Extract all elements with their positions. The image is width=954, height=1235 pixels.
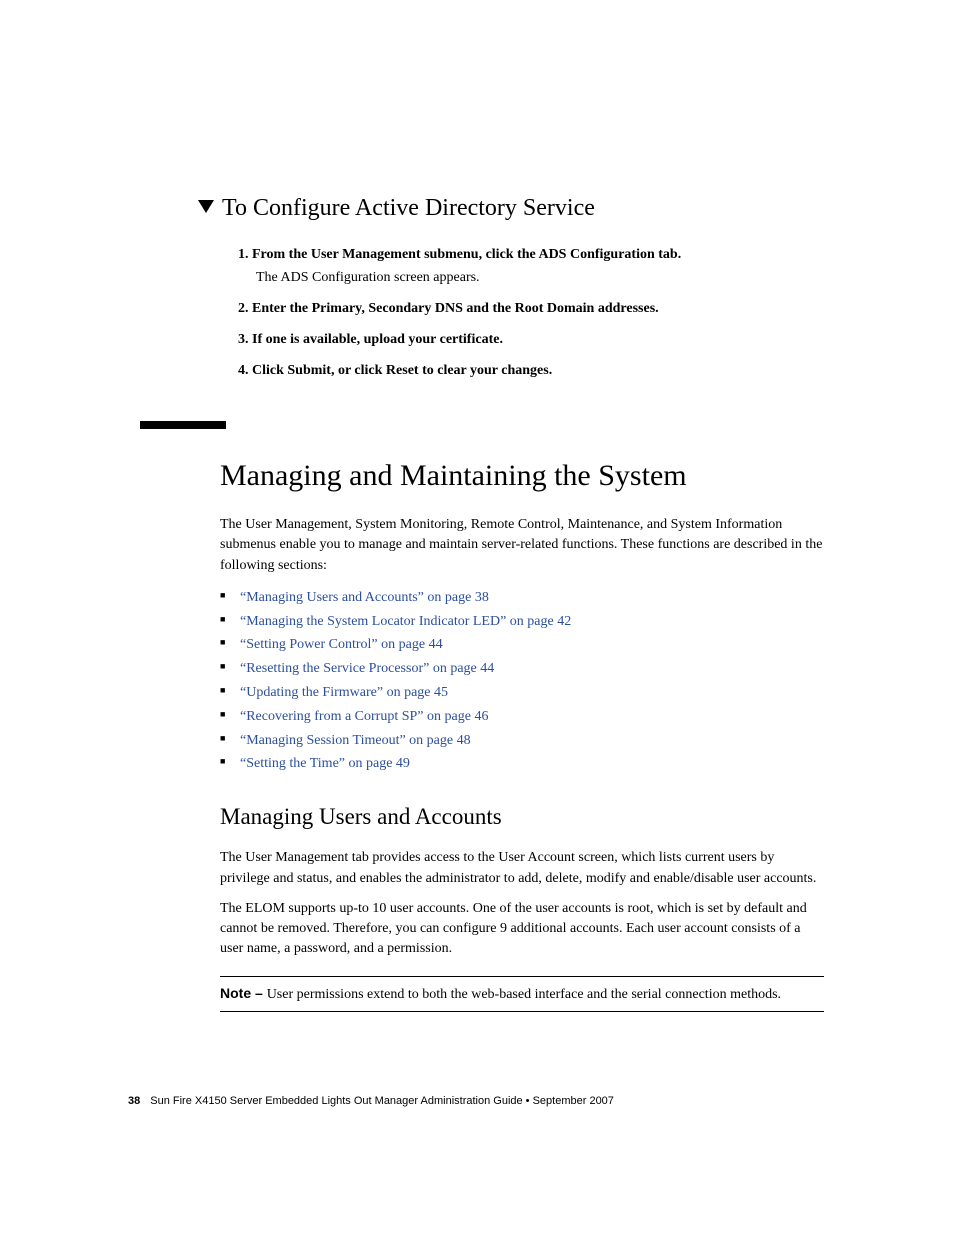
page-footer: 38 Sun Fire X4150 Server Embedded Lights … xyxy=(128,1095,614,1107)
step-item: 3. If one is available, upload your cert… xyxy=(238,329,824,350)
step-number: 4. xyxy=(238,363,249,378)
toc-link[interactable]: “Setting Power Control” on page 44 xyxy=(240,637,443,652)
main-heading: Managing and Maintaining the System xyxy=(220,459,824,493)
procedure-title: To Configure Active Directory Service xyxy=(222,195,595,221)
toc-link[interactable]: “Recovering from a Corrupt SP” on page 4… xyxy=(240,709,488,724)
toc-item: “Managing the System Locator Indicator L… xyxy=(220,610,824,634)
page-number: 38 xyxy=(128,1095,140,1107)
step-text: Click Submit, or click Reset to clear yo… xyxy=(252,363,552,378)
toc-link[interactable]: “Managing Users and Accounts” on page 38 xyxy=(240,590,489,605)
body-paragraph: The ELOM supports up-to 10 user accounts… xyxy=(220,899,824,960)
step-text: Enter the Primary, Secondary DNS and the… xyxy=(252,301,659,316)
triangle-icon xyxy=(198,200,214,213)
toc-list: “Managing Users and Accounts” on page 38… xyxy=(220,586,824,776)
toc-link[interactable]: “Resetting the Service Processor” on pag… xyxy=(240,661,494,676)
toc-item: “Managing Users and Accounts” on page 38 xyxy=(220,586,824,610)
note-block: Note – User permissions extend to both t… xyxy=(220,976,824,1012)
procedure-heading: To Configure Active Directory Service xyxy=(198,195,824,222)
step-number: 2. xyxy=(238,301,249,316)
toc-link[interactable]: “Updating the Firmware” on page 45 xyxy=(240,685,448,700)
sub-heading: Managing Users and Accounts xyxy=(220,804,824,830)
step-text: From the User Management submenu, click … xyxy=(252,247,681,262)
section-divider xyxy=(140,421,824,429)
toc-link[interactable]: “Managing Session Timeout” on page 48 xyxy=(240,733,471,748)
step-subtext: The ADS Configuration screen appears. xyxy=(256,267,824,288)
step-number: 1. xyxy=(238,247,249,262)
intro-paragraph: The User Management, System Monitoring, … xyxy=(220,515,824,576)
step-list: 1. From the User Management submenu, cli… xyxy=(238,244,824,381)
body-paragraph: The User Management tab provides access … xyxy=(220,848,824,889)
toc-item: “Updating the Firmware” on page 45 xyxy=(220,681,824,705)
toc-item: “Managing Session Timeout” on page 48 xyxy=(220,729,824,753)
toc-item: “Resetting the Service Processor” on pag… xyxy=(220,657,824,681)
toc-item: “Recovering from a Corrupt SP” on page 4… xyxy=(220,705,824,729)
toc-item: “Setting Power Control” on page 44 xyxy=(220,633,824,657)
toc-item: “Setting the Time” on page 49 xyxy=(220,752,824,776)
note-label: Note – xyxy=(220,985,267,1001)
step-item: 1. From the User Management submenu, cli… xyxy=(238,244,824,288)
note-body: User permissions extend to both the web-… xyxy=(267,987,781,1002)
toc-link[interactable]: “Setting the Time” on page 49 xyxy=(240,756,410,771)
toc-link[interactable]: “Managing the System Locator Indicator L… xyxy=(240,614,571,629)
footer-title: Sun Fire X4150 Server Embedded Lights Ou… xyxy=(150,1095,614,1107)
step-number: 3. xyxy=(238,332,249,347)
step-item: 4. Click Submit, or click Reset to clear… xyxy=(238,360,824,381)
step-item: 2. Enter the Primary, Secondary DNS and … xyxy=(238,298,824,319)
step-text: If one is available, upload your certifi… xyxy=(252,332,503,347)
